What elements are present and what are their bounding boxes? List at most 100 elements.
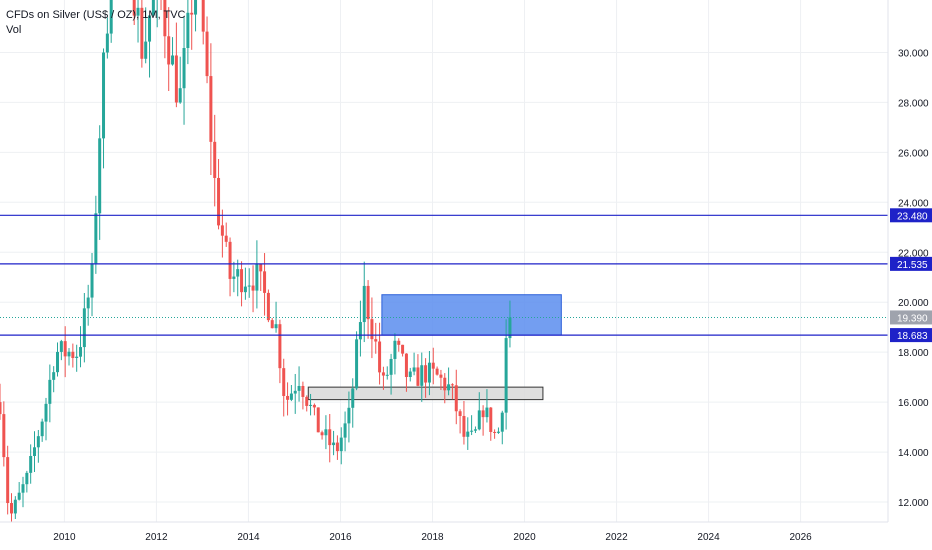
candle-body bbox=[493, 431, 497, 433]
candle-body bbox=[259, 264, 263, 272]
y-tick-label: 20.000 bbox=[898, 298, 929, 309]
y-tick-label: 24.000 bbox=[898, 198, 929, 209]
x-tick-label: 2010 bbox=[53, 532, 76, 543]
candle-body bbox=[151, 0, 155, 16]
x-tick-label: 2016 bbox=[329, 532, 352, 543]
candle-body bbox=[504, 338, 508, 413]
candle-body bbox=[33, 447, 37, 456]
candle-body bbox=[270, 320, 274, 329]
candle-body bbox=[312, 404, 316, 408]
candle-body bbox=[94, 213, 98, 264]
candle-body bbox=[213, 141, 217, 178]
grid bbox=[0, 0, 888, 522]
candle-body bbox=[389, 358, 393, 375]
candle-body bbox=[174, 55, 178, 103]
candle-body bbox=[293, 390, 297, 394]
candle-body bbox=[232, 276, 236, 279]
candle-body bbox=[228, 241, 232, 279]
candle-body bbox=[309, 404, 313, 406]
candle-body bbox=[328, 429, 332, 446]
candle-body bbox=[236, 269, 240, 277]
candle-body bbox=[286, 395, 290, 400]
candle-body bbox=[140, 7, 144, 59]
candle-body bbox=[190, 12, 194, 15]
candle-body bbox=[182, 48, 186, 89]
candle-body bbox=[2, 414, 6, 458]
y-tick-label: 12.000 bbox=[898, 498, 929, 509]
candle-body bbox=[21, 484, 25, 493]
candle-body bbox=[477, 410, 481, 430]
candle-body bbox=[98, 138, 102, 214]
candle-body bbox=[362, 285, 366, 323]
y-tick-label: 22.000 bbox=[898, 248, 929, 259]
candle-body bbox=[370, 319, 374, 340]
candle-body bbox=[443, 377, 447, 391]
candle-body bbox=[470, 430, 474, 432]
candle-body bbox=[52, 372, 56, 380]
candle-body bbox=[79, 347, 83, 357]
candle-body bbox=[450, 384, 454, 386]
candle-body bbox=[224, 235, 228, 242]
candle-body bbox=[205, 31, 209, 77]
candle-body bbox=[301, 385, 305, 397]
x-tick-label: 2022 bbox=[605, 532, 628, 543]
time-axis bbox=[0, 522, 932, 550]
candle-body bbox=[75, 356, 79, 359]
candle-body bbox=[500, 412, 504, 432]
candle-body bbox=[454, 385, 458, 412]
candle-body bbox=[481, 410, 485, 418]
candle-body bbox=[320, 432, 324, 436]
candle-body bbox=[431, 362, 435, 369]
y-tick-label: 26.000 bbox=[898, 148, 929, 159]
y-tick-label: 14.000 bbox=[898, 448, 929, 459]
candle-body bbox=[209, 76, 213, 142]
x-tick-label: 2026 bbox=[789, 532, 812, 543]
candle-body bbox=[374, 339, 378, 342]
candle-body bbox=[381, 372, 385, 376]
candle-body bbox=[316, 407, 320, 433]
resistance-zone bbox=[381, 294, 562, 336]
candle-body bbox=[447, 384, 451, 391]
candle-body bbox=[355, 339, 359, 389]
candle-body bbox=[240, 269, 244, 293]
candle-body bbox=[282, 368, 286, 396]
candle-body bbox=[167, 36, 171, 65]
candle-body bbox=[412, 367, 416, 372]
candle-body bbox=[278, 324, 282, 369]
candle-body bbox=[462, 416, 466, 437]
price-label: 23.480 bbox=[897, 211, 928, 222]
candle-body bbox=[416, 367, 420, 386]
candle-body bbox=[408, 371, 412, 377]
candle-body bbox=[217, 177, 221, 226]
price-axis bbox=[888, 0, 932, 550]
candle-body bbox=[82, 308, 86, 348]
y-tick-label: 30.000 bbox=[898, 48, 929, 59]
candle-body bbox=[274, 324, 278, 329]
candle-body bbox=[251, 285, 255, 291]
candle-body bbox=[109, 0, 113, 34]
candle-body bbox=[324, 429, 328, 436]
candle-body bbox=[144, 41, 148, 59]
price-label: 18.683 bbox=[897, 331, 928, 342]
candle-body bbox=[86, 297, 90, 309]
candle-body bbox=[29, 455, 33, 473]
candle-body bbox=[508, 317, 512, 339]
candle-body bbox=[393, 340, 397, 359]
candle-body bbox=[148, 15, 152, 42]
candle-body bbox=[435, 368, 439, 375]
candle-body bbox=[339, 437, 343, 452]
candle-body bbox=[102, 52, 106, 139]
candles bbox=[0, 0, 512, 523]
candle-body bbox=[351, 388, 355, 408]
candle-body bbox=[263, 271, 267, 293]
candle-body bbox=[485, 407, 489, 418]
price-label-box bbox=[890, 256, 932, 271]
candle-body bbox=[0, 402, 2, 415]
candle-body bbox=[59, 341, 63, 352]
candle-body bbox=[67, 351, 71, 357]
candle-body bbox=[439, 374, 443, 378]
candle-body bbox=[44, 403, 48, 422]
candle-body bbox=[332, 442, 336, 446]
candle-body bbox=[63, 341, 67, 357]
